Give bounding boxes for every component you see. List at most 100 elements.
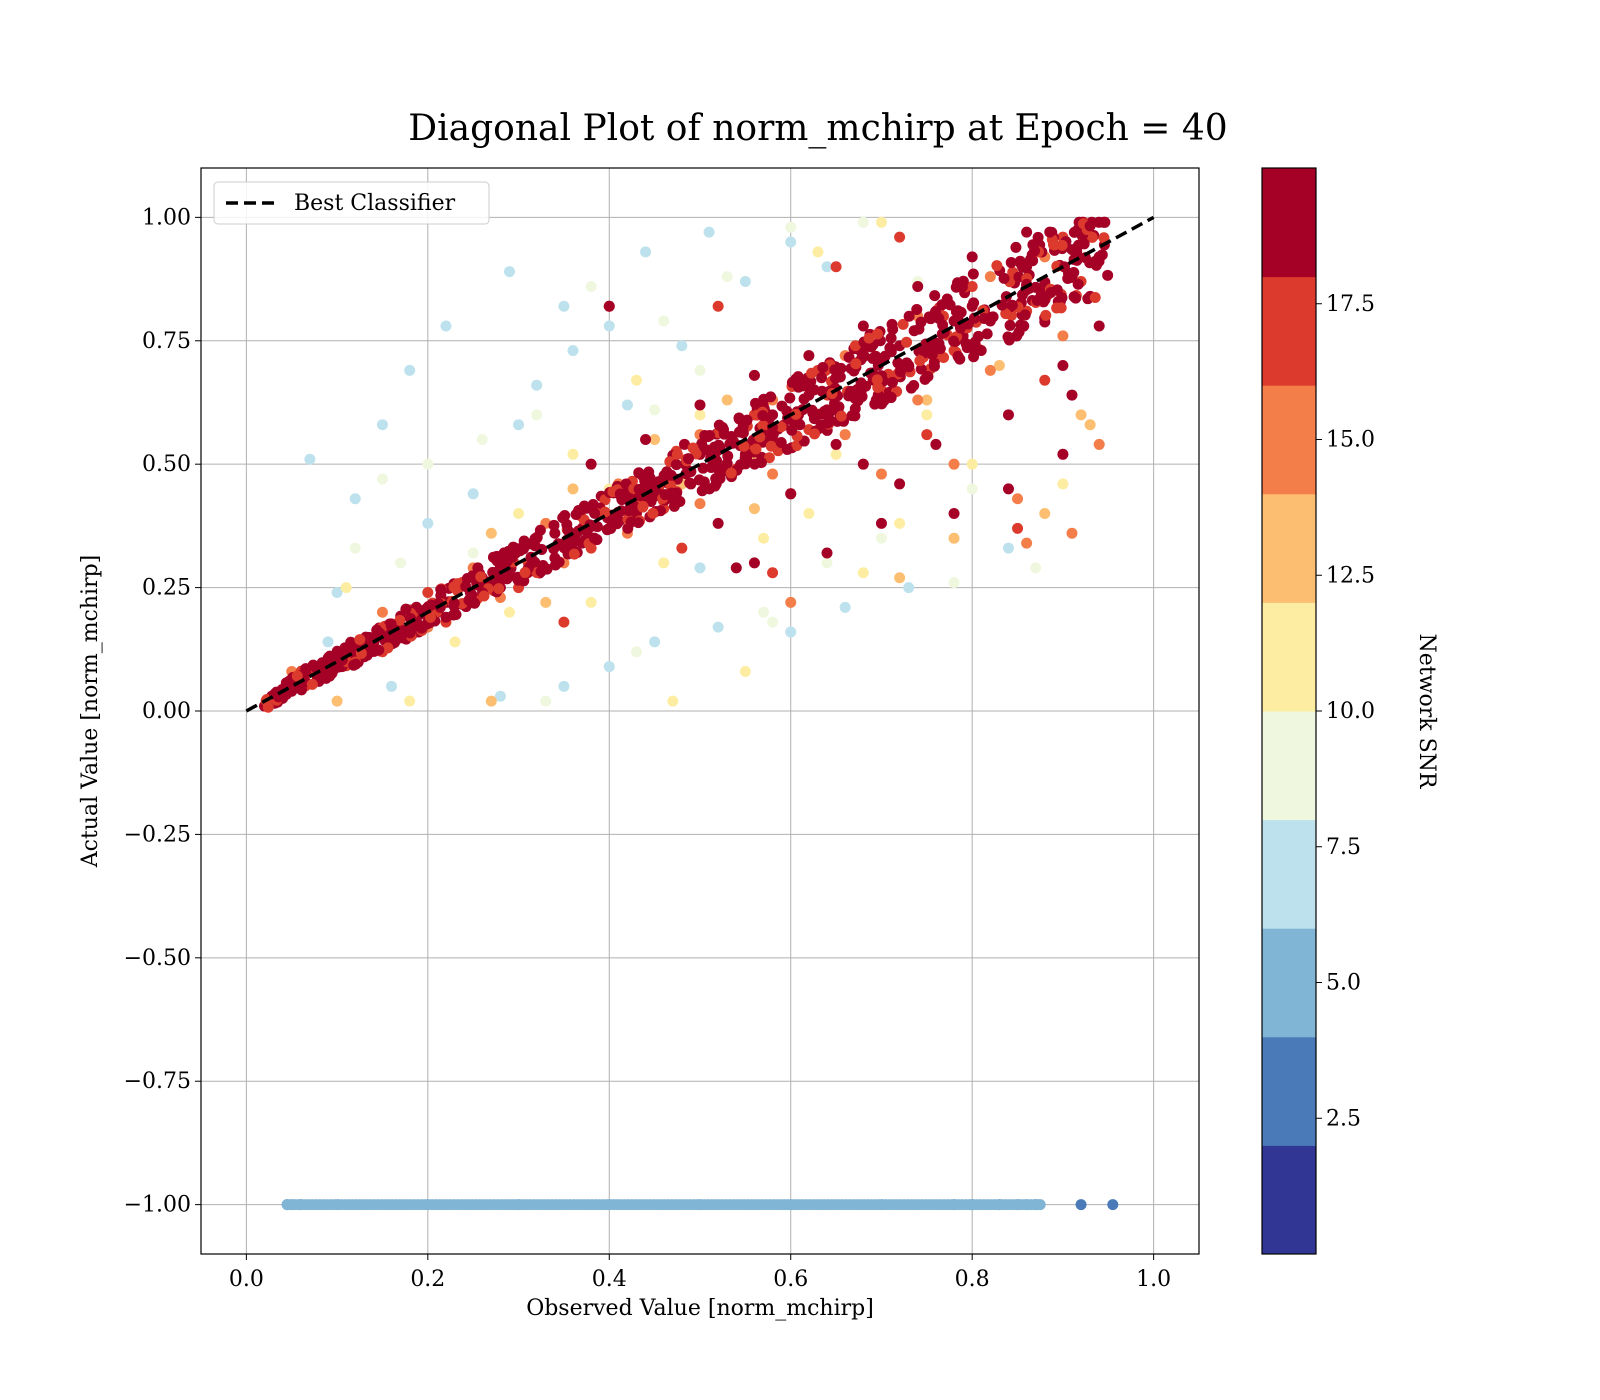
- scatter-point: [371, 624, 383, 636]
- scatter-point: [637, 501, 649, 513]
- scatter-point: [984, 364, 996, 376]
- colorbar-tick-label: 15.0: [1326, 428, 1375, 453]
- scatter-point: [694, 364, 706, 376]
- scatter-point: [603, 661, 615, 673]
- scatter-point: [966, 458, 978, 470]
- scatter-point: [786, 376, 798, 388]
- scatter-point: [1084, 419, 1096, 431]
- scatter-point: [1021, 226, 1033, 238]
- scatter-point: [929, 290, 941, 302]
- scatter-point: [966, 251, 978, 263]
- scatter-point: [540, 596, 552, 608]
- scatter-point: [839, 429, 851, 441]
- colorbar-segment: [1262, 385, 1316, 495]
- scatter-point: [712, 300, 724, 312]
- scatter-point: [857, 458, 869, 470]
- scatter-point: [1066, 389, 1078, 401]
- scatter-point: [712, 517, 724, 529]
- x-tick-label: 0.2: [410, 1267, 445, 1292]
- scatter-point: [591, 534, 603, 546]
- scatter-point: [694, 409, 706, 421]
- scatter-point: [930, 438, 942, 450]
- scatter-point: [475, 571, 487, 583]
- scatter-point: [929, 306, 941, 318]
- scatter-point: [570, 535, 582, 547]
- scatter-point: [785, 488, 797, 500]
- scatter-point: [376, 473, 388, 485]
- scatter-point: [1089, 292, 1101, 304]
- scatter-point: [1036, 290, 1048, 302]
- scatter-point: [1093, 438, 1105, 450]
- scatter-point: [733, 412, 745, 424]
- scatter-point: [954, 322, 966, 334]
- scatter-point: [758, 606, 770, 618]
- scatter-point: [589, 507, 601, 519]
- scatter-point: [320, 669, 332, 681]
- scatter-point: [469, 597, 481, 609]
- scatter-point: [750, 443, 762, 455]
- scatter-point: [948, 577, 960, 589]
- scatter-point: [1098, 216, 1110, 228]
- scatter-point: [763, 452, 775, 464]
- scatter-point: [678, 438, 690, 450]
- scatter-point: [993, 359, 1005, 371]
- scatter-point: [757, 410, 769, 422]
- scatter-point: [1002, 483, 1014, 495]
- scatter-series: [349, 216, 1069, 707]
- scatter-point: [921, 429, 933, 441]
- scatter-point: [967, 268, 979, 280]
- scatter-point: [693, 474, 705, 486]
- scatter-point: [540, 695, 552, 707]
- scatter-point: [422, 458, 434, 470]
- scatter-point: [659, 489, 671, 501]
- scatter-point: [968, 297, 980, 309]
- scatter-point: [903, 582, 915, 594]
- scatter-point: [416, 622, 428, 634]
- scatter-point: [404, 364, 416, 376]
- scatter-point: [368, 645, 380, 657]
- scatter-point: [903, 310, 915, 322]
- y-axis: 1.00 0.75 0.50 0.25 0.00 −0.25 −0.50 −0.75 −1.00: [124, 205, 201, 1218]
- colorbar-tick-label: 12.5: [1326, 563, 1375, 588]
- scatter-point: [667, 494, 679, 506]
- colorbar-segment: [1262, 276, 1316, 386]
- scatter-series: [304, 226, 1014, 702]
- colorbar-tick-label: 17.5: [1326, 292, 1375, 317]
- scatter-point: [730, 562, 742, 574]
- scatter-point: [587, 498, 599, 510]
- scatter-point: [425, 611, 437, 623]
- scatter-point: [1039, 508, 1051, 520]
- plot-area: [200, 167, 1200, 1255]
- scatter-point: [867, 352, 879, 364]
- scatter-point: [1010, 241, 1022, 253]
- scatter-point: [1058, 261, 1070, 273]
- scatter-point: [957, 275, 969, 287]
- scatter-point: [984, 271, 996, 283]
- scatter-point: [1006, 299, 1018, 311]
- scatter-point: [767, 468, 779, 480]
- scatter-point: [717, 422, 729, 434]
- scatter-point: [948, 335, 960, 347]
- colorbar-segment: [1262, 1145, 1316, 1255]
- legend-label: Best Classifier: [294, 191, 456, 216]
- scatter-point: [1030, 562, 1042, 574]
- scatter-point: [1084, 220, 1096, 232]
- scatter-point: [1093, 320, 1105, 332]
- scatter-point: [905, 382, 917, 394]
- scatter-point: [875, 468, 887, 480]
- best-classifier-line: [245, 215, 1155, 713]
- scatter-point: [404, 695, 416, 707]
- y-tick-label: −0.50: [124, 946, 191, 971]
- scatter-point: [494, 690, 506, 702]
- y-tick-label: 1.00: [142, 205, 191, 230]
- scatter-point: [1019, 309, 1031, 321]
- scatter-point: [785, 626, 797, 638]
- y-tick-label: 0.00: [142, 699, 191, 724]
- scatter-point: [1004, 319, 1016, 331]
- colorbar-tick-label: 10.0: [1326, 699, 1375, 724]
- scatter-point: [1012, 493, 1024, 505]
- scatter-point: [755, 457, 767, 469]
- scatter-point: [919, 373, 931, 385]
- scatter-point: [981, 328, 993, 340]
